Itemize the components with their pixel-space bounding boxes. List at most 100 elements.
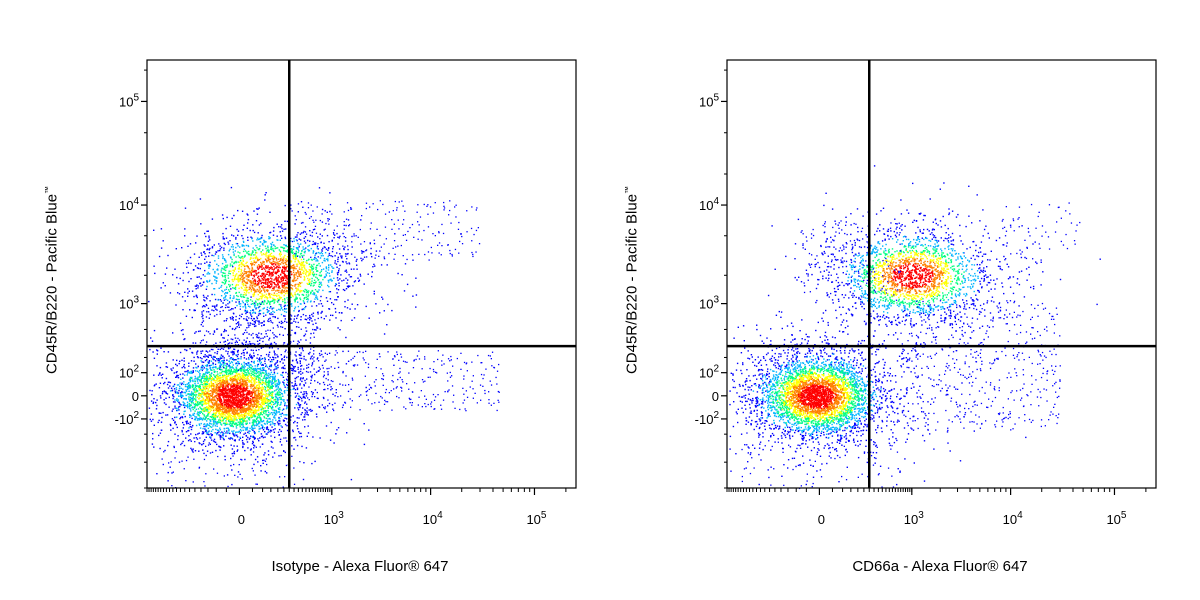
event-dot [234, 359, 236, 361]
event-dot [253, 293, 256, 296]
event-dot [199, 373, 201, 375]
event-dot [299, 289, 301, 292]
event-dot [224, 395, 227, 397]
event-dot [239, 432, 241, 434]
event-dot [268, 411, 270, 414]
event-dot [294, 370, 297, 372]
event-dot [233, 370, 235, 373]
event-dot [257, 386, 259, 389]
event-dot [232, 413, 234, 415]
event-dot [245, 284, 247, 287]
event-dot [240, 276, 243, 278]
event-dot [276, 411, 278, 413]
event-dot [222, 376, 225, 378]
event-dot [238, 268, 240, 270]
event-dot [294, 380, 296, 382]
event-dot [252, 349, 254, 352]
event-dot [247, 374, 249, 376]
event-dot [244, 449, 246, 452]
event-dot [301, 267, 303, 269]
event-dot [225, 410, 228, 412]
event-dot [215, 374, 218, 377]
event-dot [187, 369, 189, 372]
event-dot [266, 273, 268, 275]
event-dot [230, 246, 233, 248]
event-dot [330, 421, 332, 424]
event-dot [230, 357, 232, 359]
event-dot [281, 358, 283, 360]
event-dot [253, 405, 255, 407]
event-dot [350, 253, 353, 255]
event-dot [303, 416, 305, 418]
event-dot [183, 444, 186, 447]
event-dot [270, 412, 273, 414]
event-dot [223, 357, 225, 359]
event-dot [236, 374, 239, 376]
event-dot [257, 420, 259, 422]
event-dot [254, 412, 256, 414]
event-dot [273, 415, 276, 417]
event-dot [192, 399, 194, 401]
event-dot [271, 426, 273, 428]
event-dot [179, 417, 181, 420]
event-dot [246, 379, 248, 381]
event-dot [236, 404, 238, 406]
event-dot [246, 227, 248, 229]
event-dot [298, 417, 300, 419]
event-dot [237, 344, 240, 346]
event-dot [192, 424, 194, 427]
event-dot [238, 390, 240, 392]
event-dot [190, 379, 192, 382]
event-dot [233, 279, 236, 281]
event-dot [223, 413, 225, 416]
event-dot [270, 429, 272, 431]
event-dot [242, 436, 244, 438]
event-dot [196, 396, 199, 399]
event-dot [232, 398, 234, 400]
event-dot [293, 448, 295, 450]
event-dot [296, 417, 298, 419]
event-dot [263, 372, 265, 374]
event-dot [190, 428, 193, 431]
event-dot [235, 379, 237, 381]
event-dot [200, 417, 203, 419]
event-dot [224, 459, 226, 461]
event-dot [200, 393, 202, 396]
event-dot [243, 367, 245, 369]
event-dot [263, 377, 265, 379]
event-dot [242, 349, 245, 351]
event-dot [160, 374, 162, 376]
event-dot [262, 295, 264, 297]
event-dot [230, 407, 232, 409]
event-dot [311, 277, 313, 280]
event-dot [286, 292, 288, 294]
event-dot [238, 387, 240, 389]
event-dot [319, 383, 321, 385]
event-dot [277, 393, 279, 396]
event-dot [285, 250, 288, 253]
event-dot [244, 405, 246, 407]
event-dot [254, 382, 256, 384]
event-dot [214, 402, 216, 404]
event-dot [241, 388, 243, 390]
event-dot [213, 422, 215, 425]
event-dot [226, 378, 228, 380]
event-dot [261, 392, 263, 394]
event-dot [235, 409, 237, 411]
event-dot [211, 309, 213, 311]
event-dot [179, 385, 181, 388]
event-dot [231, 389, 234, 391]
event-dot [243, 383, 246, 386]
event-dot [265, 376, 268, 379]
event-dot [251, 436, 254, 438]
event-dot [209, 354, 211, 357]
event-dot [190, 360, 193, 362]
event-dot [233, 410, 235, 412]
event-dot [343, 248, 345, 251]
event-dot [242, 383, 244, 386]
event-dot [190, 391, 193, 393]
event-dot [220, 415, 223, 417]
event-dot [233, 430, 235, 432]
event-dot [261, 268, 264, 270]
event-dot [270, 392, 272, 395]
